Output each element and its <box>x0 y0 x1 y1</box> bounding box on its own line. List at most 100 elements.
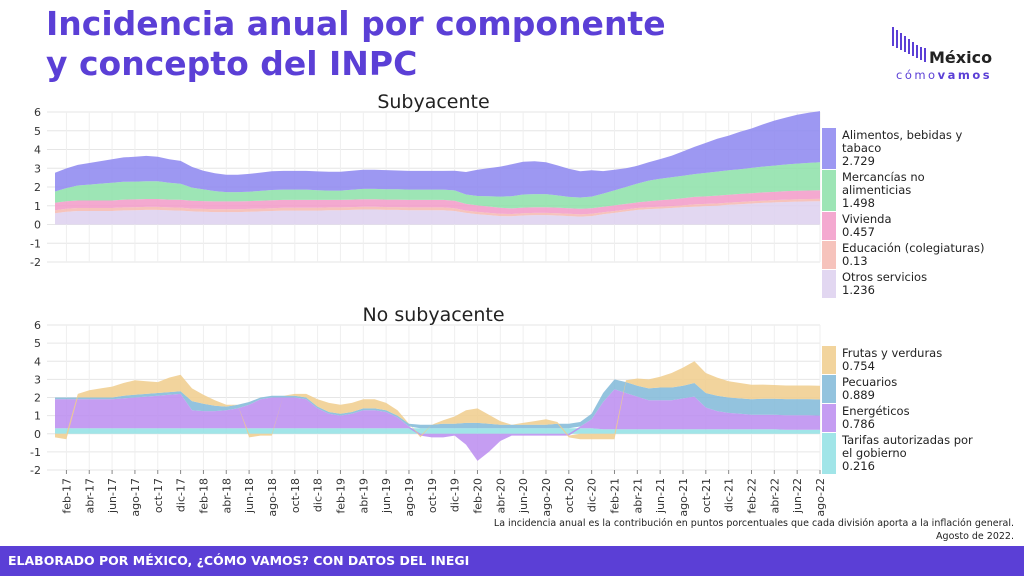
y-tick-label: 3 <box>34 373 41 386</box>
y-tick-label: 6 <box>34 319 41 332</box>
legend-swatch <box>822 375 836 403</box>
logo-sub2: vamos <box>938 68 993 82</box>
legend-swatch <box>822 270 836 298</box>
x-tick-label: abr-19 <box>357 478 370 514</box>
legend-value: 1.236 <box>842 283 875 297</box>
mexico-como-vamos-logo: México cómovamos <box>892 27 993 82</box>
legend-value: 0.457 <box>842 225 875 239</box>
y-tick-label: 6 <box>34 106 41 119</box>
legend-swatch <box>822 433 836 474</box>
footnote-line-1: La incidencia anual es la contribución e… <box>493 518 1014 529</box>
x-tick-label: jun-22 <box>791 478 804 514</box>
y-tick-label: -1 <box>30 446 41 459</box>
y-tick-label: -2 <box>30 256 41 269</box>
legend-item-4: Educación (colegiaturas)0.13 <box>822 241 984 269</box>
x-tick-label: oct-20 <box>563 478 576 513</box>
y-tick-label: 1 <box>34 410 41 423</box>
legend-label: Educación (colegiaturas) <box>842 241 984 255</box>
y-tick-label: 1 <box>34 200 41 213</box>
series-area-2 <box>55 389 820 461</box>
x-tick-label: dic-18 <box>312 478 325 512</box>
x-tick-label: jun-18 <box>243 478 256 514</box>
legend-label: alimenticias <box>842 183 911 197</box>
legend-value: 0.786 <box>842 417 875 431</box>
x-tick-label: feb-18 <box>197 478 210 514</box>
series-area-4 <box>55 162 820 209</box>
x-tick-label: abr-18 <box>220 478 233 514</box>
y-tick-label: 3 <box>34 162 41 175</box>
series-area-3 <box>55 379 820 429</box>
legend-label: Frutas y verduras <box>842 346 942 360</box>
series-area-1 <box>55 201 820 225</box>
y-tick-label: -2 <box>30 464 41 477</box>
x-tick-label: dic-20 <box>586 478 599 512</box>
legend-swatch <box>822 170 836 211</box>
x-tick-label: ago-18 <box>266 478 279 517</box>
y-tick-label: -1 <box>30 237 41 250</box>
y-tick-label: 4 <box>34 355 41 368</box>
legend-label: Otros servicios <box>842 270 927 284</box>
legend-value: 0.754 <box>842 359 875 373</box>
x-tick-label: dic-17 <box>175 478 188 512</box>
logo-name: México <box>929 48 992 67</box>
y-tick-label: 2 <box>34 392 41 405</box>
legend-label: el gobierno <box>842 446 907 460</box>
legend-label: Energéticos <box>842 404 910 418</box>
y-tick-label: 0 <box>34 428 41 441</box>
x-tick-label: ago-22 <box>814 478 827 517</box>
x-tick-label: feb-19 <box>334 478 347 514</box>
logo-bars-icon <box>892 27 926 62</box>
legend-value: 0.889 <box>842 388 875 402</box>
x-tick-label: feb-22 <box>745 478 758 514</box>
legend-label: tabaco <box>842 141 881 155</box>
y-tick-label: 2 <box>34 181 41 194</box>
legend-value: 0.216 <box>842 459 875 473</box>
x-tick-label: ago-17 <box>129 478 142 517</box>
series-area-3 <box>55 190 820 215</box>
x-tick-label: ago-20 <box>540 478 553 517</box>
x-tick-label: oct-17 <box>152 478 165 513</box>
legend-label: Tarifas autorizadas por <box>841 433 973 447</box>
y-tick-label: 0 <box>34 219 41 232</box>
legend-label: Alimentos, bebidas y <box>842 128 963 142</box>
series-area-4 <box>55 361 820 440</box>
x-tick-label: feb-21 <box>608 478 621 514</box>
chart-panel-1: -2 -1 0 1 2 3 4 5 6 Subyacente Alimentos, bebidas … <box>30 91 984 298</box>
y-tick-label: 5 <box>34 125 41 138</box>
x-tick-label: jun-21 <box>654 478 667 514</box>
x-tick-label: oct-21 <box>700 478 713 513</box>
footnote-line-2: Agosto de 2022. <box>936 531 1014 542</box>
legend-value: 0.13 <box>842 254 868 268</box>
y-tick-label: 4 <box>34 144 41 157</box>
x-tick-label: jun-20 <box>517 478 530 514</box>
x-tick-label: abr-21 <box>631 478 644 514</box>
x-tick-label: oct-18 <box>289 478 302 513</box>
chart-title: No subyacente <box>362 304 504 326</box>
series-area-2 <box>55 198 820 217</box>
x-tick-label: feb-17 <box>60 478 73 514</box>
chart-panel-2: -2 -1 0 1 2 3 4 5 6 No subyacente feb-17 abr-17 jun-… <box>30 304 973 517</box>
x-tick-label: oct-19 <box>426 478 439 513</box>
legend-swatch <box>822 404 836 432</box>
charts-canvas: -2 -1 0 1 2 3 4 5 6 Subyacente Alimentos, bebidas … <box>30 91 984 517</box>
legend-label: Pecuarios <box>842 375 897 389</box>
x-tick-label: dic-19 <box>449 478 462 512</box>
x-tick-label: jun-17 <box>106 478 119 514</box>
page-title: Incidencia anual por componente y concep… <box>46 4 666 83</box>
legend-swatch <box>822 212 836 240</box>
footnote: La incidencia anual es la contribución e… <box>494 517 1014 543</box>
legend-swatch <box>822 241 836 269</box>
logo-sub1: cómo <box>896 68 938 82</box>
x-tick-label: dic-21 <box>723 478 736 512</box>
legend-label: Vivienda <box>842 212 892 226</box>
x-tick-label: feb-20 <box>471 478 484 514</box>
legend-value: 2.729 <box>842 154 875 168</box>
x-tick-label: ago-21 <box>677 478 690 517</box>
x-tick-label: abr-20 <box>494 478 507 514</box>
x-tick-label: ago-19 <box>403 478 416 517</box>
series-area-1 <box>55 428 820 434</box>
